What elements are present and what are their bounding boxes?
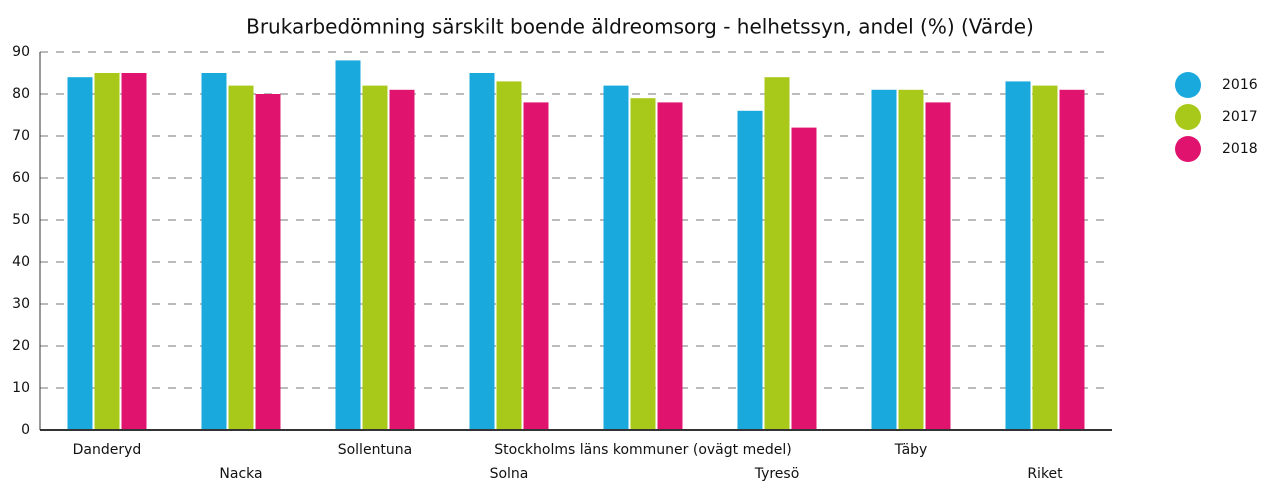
bar <box>871 89 897 431</box>
x-tick-label: Stockholms läns kommuner (ovägt medel) <box>494 442 791 458</box>
bar <box>201 73 227 430</box>
bar <box>1032 85 1058 430</box>
y-tick-label: 40 <box>12 254 30 270</box>
y-tick-label: 10 <box>12 380 30 396</box>
bar <box>255 94 281 430</box>
bar <box>737 110 763 431</box>
bar <box>389 89 415 431</box>
y-tick-label: 0 <box>21 422 30 438</box>
legend-label: 2018 <box>1222 141 1258 157</box>
bar <box>335 60 361 431</box>
x-tick-label: Riket <box>1027 466 1063 482</box>
bar <box>496 81 522 431</box>
y-tick-label: 20 <box>12 338 30 354</box>
y-tick-label: 30 <box>12 296 30 312</box>
bar <box>469 73 495 430</box>
bar <box>228 85 254 430</box>
bar <box>657 102 683 431</box>
x-tick-label: Täby <box>894 442 928 458</box>
legend-swatch <box>1175 72 1201 98</box>
chart-title: Brukarbedömning särskilt boende äldreoms… <box>246 15 1034 39</box>
bar <box>121 73 147 430</box>
legend-swatch <box>1175 136 1201 162</box>
bar <box>1059 89 1085 431</box>
y-tick-label: 80 <box>12 86 30 102</box>
bar <box>630 98 656 430</box>
y-tick-label: 90 <box>12 44 30 60</box>
x-tick-label: Danderyd <box>73 442 142 458</box>
bar <box>764 77 790 430</box>
bar <box>1005 81 1031 431</box>
legend-swatch <box>1175 104 1201 130</box>
x-tick-label: Sollentuna <box>338 442 413 458</box>
bar <box>362 85 388 430</box>
bar <box>523 102 549 431</box>
y-tick-label: 50 <box>12 212 30 228</box>
bar <box>791 127 817 430</box>
y-tick-label: 70 <box>12 128 30 144</box>
bar <box>898 89 924 431</box>
y-tick-label: 60 <box>12 170 30 186</box>
legend-label: 2016 <box>1222 77 1258 93</box>
legend-label: 2017 <box>1222 109 1258 125</box>
bar <box>94 73 120 430</box>
bar <box>925 102 951 431</box>
bar <box>603 85 629 430</box>
x-tick-label: Nacka <box>219 466 262 482</box>
x-tick-label: Solna <box>490 466 529 482</box>
x-tick-label: Tyresö <box>754 466 800 482</box>
bar <box>67 77 93 430</box>
